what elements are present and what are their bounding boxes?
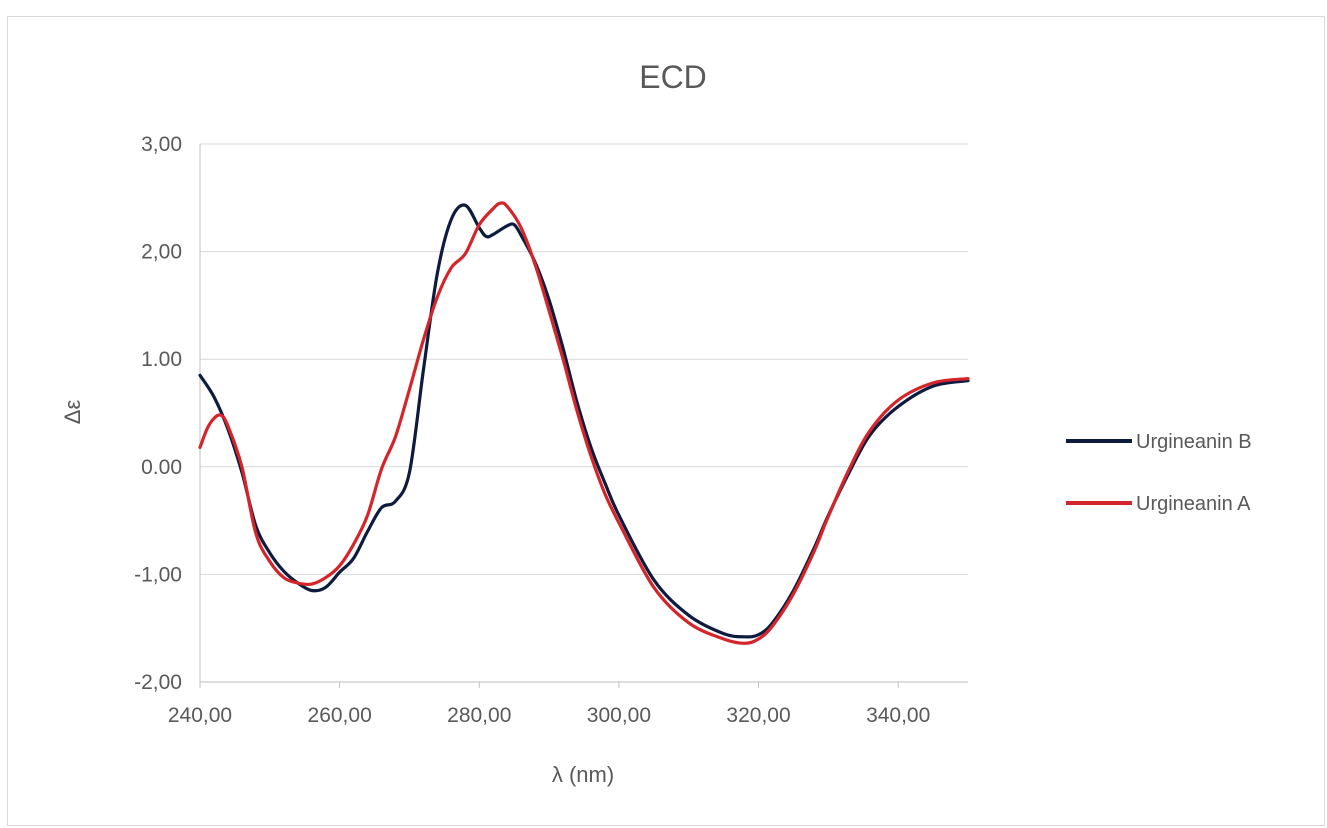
y-tick-label: -2,00 (134, 671, 182, 694)
x-tick-label: 240,00 (168, 704, 232, 727)
chart-title: ECD (639, 59, 707, 95)
y-tick-label: 3,00 (141, 133, 182, 156)
legend-label: Urgineanin B (1136, 431, 1252, 453)
gridlines (200, 143, 968, 575)
legend-label: Urgineanin A (1136, 493, 1251, 515)
x-tick-label: 300,00 (587, 704, 651, 727)
y-tick-label: 0.00 (141, 456, 182, 479)
axes (199, 144, 968, 683)
y-tick-label: -1,00 (134, 563, 182, 586)
legend: Urgineanin B Urgineanin A (1066, 431, 1252, 515)
x-tick-label: 280,00 (447, 704, 511, 727)
x-tick-label: 260,00 (308, 704, 372, 727)
y-axis-title: Δε (60, 400, 85, 425)
y-tick-label: 1.00 (141, 348, 182, 371)
plot-series (198, 201, 970, 645)
x-tick-label: 340,00 (866, 704, 930, 727)
y-axis-ticks: 3,00 2,00 1.00 0.00 -1,00 -2,00 (134, 133, 182, 694)
series-line-urgineanin-b (198, 203, 970, 639)
x-axis-ticks: 240,00 260,00 280,00 300,00 320,00 340,00 (168, 682, 930, 727)
series-line-urgineanin-a (198, 201, 970, 645)
x-axis-title: λ (nm) (552, 762, 614, 787)
x-tick-label: 320,00 (726, 704, 790, 727)
y-tick-label: 2,00 (141, 241, 182, 264)
